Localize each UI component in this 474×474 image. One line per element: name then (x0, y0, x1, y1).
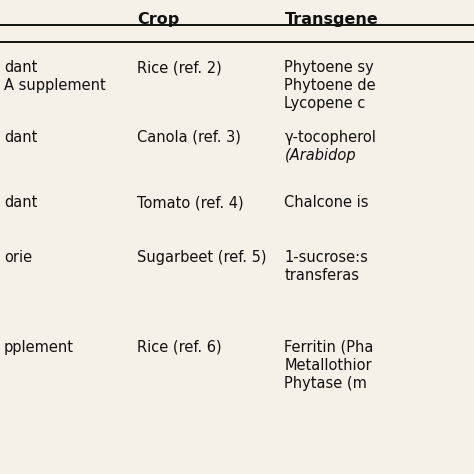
Text: Crop: Crop (137, 12, 180, 27)
Text: Chalcone is: Chalcone is (284, 195, 369, 210)
Text: dant: dant (4, 195, 37, 210)
Text: Sugarbeet (ref. 5): Sugarbeet (ref. 5) (137, 250, 267, 265)
Text: γ-tocopherol: γ-tocopherol (284, 130, 376, 145)
Text: dant: dant (4, 130, 37, 145)
Text: Lycopene c: Lycopene c (284, 96, 366, 111)
Text: Ferritin (Pha: Ferritin (Pha (284, 340, 374, 355)
Text: 1-sucrose:s: 1-sucrose:s (284, 250, 368, 265)
Text: Rice (ref. 2): Rice (ref. 2) (137, 60, 222, 75)
Text: dant: dant (4, 60, 37, 75)
Text: Canola (ref. 3): Canola (ref. 3) (137, 130, 241, 145)
Text: (Arabidop: (Arabidop (284, 148, 356, 163)
Text: Metallothior: Metallothior (284, 358, 372, 373)
Text: orie: orie (4, 250, 32, 265)
Text: Phytoene de: Phytoene de (284, 78, 376, 93)
Text: A supplement: A supplement (4, 78, 106, 93)
Text: Phytoene sy: Phytoene sy (284, 60, 374, 75)
Text: Phytase (m: Phytase (m (284, 376, 367, 391)
Text: pplement: pplement (4, 340, 74, 355)
Text: transferas: transferas (284, 268, 359, 283)
Text: Tomato (ref. 4): Tomato (ref. 4) (137, 195, 244, 210)
Text: Rice (ref. 6): Rice (ref. 6) (137, 340, 222, 355)
Text: Transgene: Transgene (284, 12, 378, 27)
